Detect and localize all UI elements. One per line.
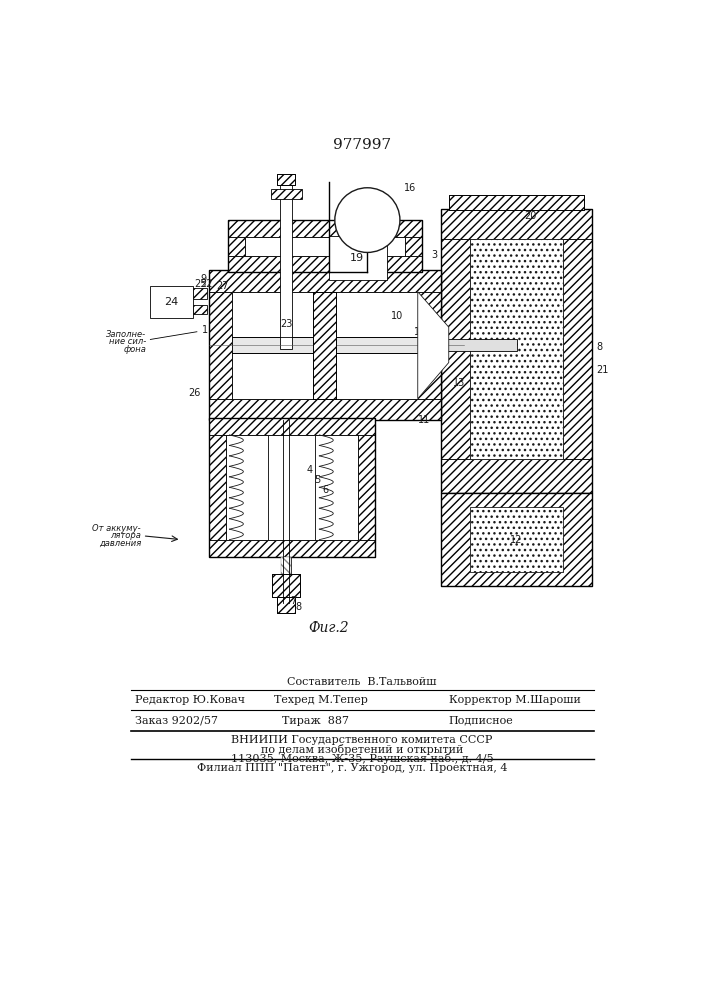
Bar xyxy=(228,220,421,237)
Bar xyxy=(441,209,592,239)
Text: 8: 8 xyxy=(296,602,301,612)
Bar xyxy=(470,507,563,572)
Bar xyxy=(441,339,517,351)
Bar xyxy=(272,574,300,597)
Text: 24: 24 xyxy=(164,297,178,307)
Bar xyxy=(228,256,421,272)
Text: фона: фона xyxy=(124,345,146,354)
Bar xyxy=(245,237,404,256)
Bar xyxy=(449,195,585,210)
Text: От аккуму-: От аккуму- xyxy=(93,524,141,533)
Bar xyxy=(232,337,418,353)
Bar xyxy=(209,399,441,420)
Bar xyxy=(280,185,292,349)
Bar xyxy=(209,292,232,399)
Bar xyxy=(441,239,470,459)
Text: 8: 8 xyxy=(596,342,602,352)
Bar xyxy=(404,237,421,256)
Bar xyxy=(209,270,441,292)
Text: Подписное: Подписное xyxy=(449,716,513,726)
Text: ние сил-: ние сил- xyxy=(110,337,146,346)
Text: 6: 6 xyxy=(322,485,329,495)
Bar xyxy=(276,597,296,613)
Bar xyxy=(209,418,375,435)
Circle shape xyxy=(335,188,400,252)
Text: давления: давления xyxy=(99,539,141,548)
Text: 7: 7 xyxy=(290,596,296,606)
Bar xyxy=(232,292,418,399)
Text: 22: 22 xyxy=(201,279,214,289)
Bar xyxy=(329,235,387,280)
Text: 3: 3 xyxy=(431,250,437,260)
Text: Заказ 9202/57: Заказ 9202/57 xyxy=(135,716,218,726)
Bar xyxy=(193,305,207,314)
Text: 5: 5 xyxy=(315,475,321,485)
Text: Составитель  В.Тальвойш: Составитель В.Тальвойш xyxy=(287,677,437,687)
Bar xyxy=(276,174,296,185)
Bar xyxy=(313,292,337,399)
Text: 10: 10 xyxy=(391,311,403,321)
Text: по делам изобретений и открытий: по делам изобретений и открытий xyxy=(261,744,463,755)
Bar xyxy=(358,435,375,540)
Bar xyxy=(228,220,421,272)
Bar xyxy=(470,239,563,459)
Text: 4: 4 xyxy=(307,465,313,475)
Text: 25: 25 xyxy=(194,279,207,289)
Bar xyxy=(313,292,337,399)
Bar xyxy=(563,239,592,459)
Bar xyxy=(441,493,592,586)
Bar xyxy=(441,209,592,493)
Bar xyxy=(281,557,291,597)
Bar xyxy=(209,270,441,420)
Bar xyxy=(272,574,300,597)
Text: Корректор М.Шароши: Корректор М.Шароши xyxy=(449,695,580,705)
Text: 1: 1 xyxy=(202,325,209,335)
Polygon shape xyxy=(418,292,449,399)
Text: 9: 9 xyxy=(200,274,206,284)
Text: Заполне-: Заполне- xyxy=(106,330,146,339)
Text: 13: 13 xyxy=(452,378,465,388)
Bar xyxy=(228,237,245,256)
Bar xyxy=(271,189,301,199)
Bar xyxy=(226,435,358,540)
Bar xyxy=(209,418,375,557)
Bar xyxy=(151,286,193,318)
Bar xyxy=(441,459,592,493)
Text: 12: 12 xyxy=(510,535,522,545)
Text: Фиг.2: Фиг.2 xyxy=(308,621,349,635)
Text: 26: 26 xyxy=(188,388,201,398)
Bar xyxy=(418,292,441,399)
Text: Редактор Ю.Ковач: Редактор Ю.Ковач xyxy=(135,695,245,705)
Text: Тираж  887: Тираж 887 xyxy=(282,716,349,726)
Bar xyxy=(276,174,296,185)
Bar xyxy=(209,540,375,557)
Text: ВНИИПИ Государственного комитета СССР: ВНИИПИ Государственного комитета СССР xyxy=(231,735,493,745)
Text: 20: 20 xyxy=(524,211,537,221)
Text: лятора: лятора xyxy=(110,531,141,540)
Text: 113035, Москва, Ж-35, Раушская наб., д. 4/5: 113035, Москва, Ж-35, Раушская наб., д. … xyxy=(230,753,493,764)
Text: 21: 21 xyxy=(596,365,609,375)
Bar xyxy=(268,435,315,540)
Text: 11: 11 xyxy=(418,415,430,425)
Bar xyxy=(276,597,296,613)
Bar xyxy=(449,195,585,210)
Text: 17: 17 xyxy=(414,327,426,337)
Bar xyxy=(441,493,592,586)
Text: 27: 27 xyxy=(216,281,229,291)
Text: 19: 19 xyxy=(350,253,364,263)
Bar xyxy=(281,557,291,597)
Bar xyxy=(209,435,226,540)
Text: 16: 16 xyxy=(404,183,416,193)
Bar xyxy=(193,288,207,299)
Text: Филиал ППП "Патент", г. Ужгород, ул. Проектная, 4: Филиал ППП "Патент", г. Ужгород, ул. Про… xyxy=(197,763,508,773)
Text: 977997: 977997 xyxy=(333,138,391,152)
Text: 23: 23 xyxy=(281,319,293,329)
Text: Техред М.Тепер: Техред М.Тепер xyxy=(274,695,368,705)
